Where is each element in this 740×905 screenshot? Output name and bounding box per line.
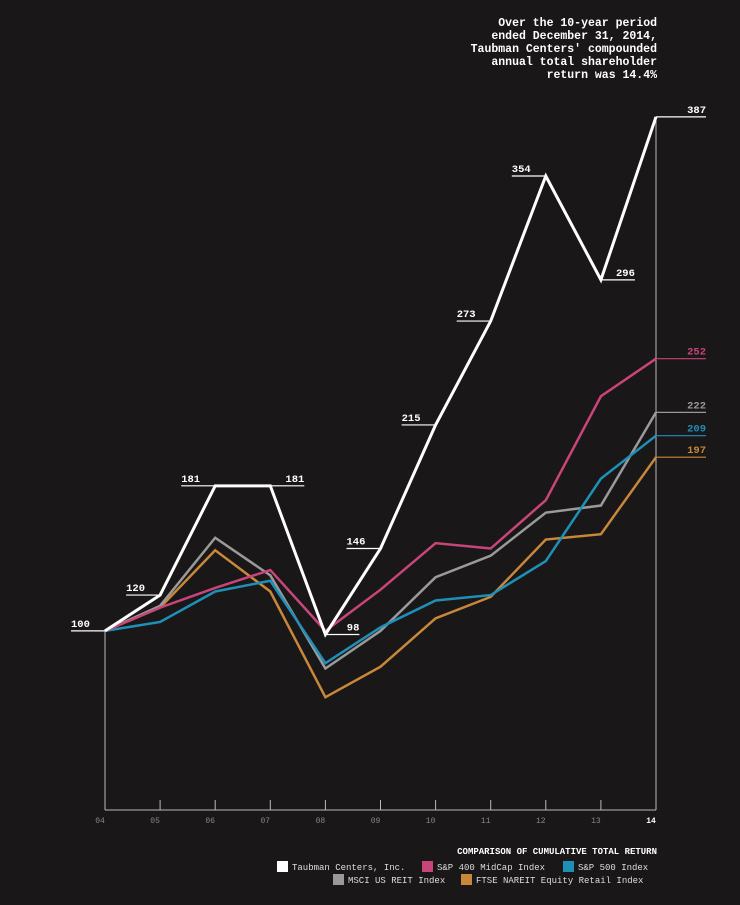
data-label: 98 bbox=[347, 622, 360, 634]
x-tick-label: 05 bbox=[150, 817, 160, 826]
data-label: 181 bbox=[181, 474, 200, 486]
series-line bbox=[104, 116, 658, 638]
legend-swatch bbox=[461, 874, 472, 885]
x-tick-label: 10 bbox=[426, 817, 436, 826]
annotation-line: Over the 10-year period bbox=[498, 17, 657, 30]
series-line bbox=[104, 434, 657, 665]
legend-swatch bbox=[563, 861, 574, 872]
x-tick-label: 06 bbox=[205, 817, 215, 826]
x-tick-label: 11 bbox=[481, 817, 491, 826]
annotation-line: annual total shareholder bbox=[491, 56, 657, 69]
legend-label: S&P 400 MidCap Index bbox=[437, 863, 545, 873]
legend-swatch bbox=[333, 874, 344, 885]
data-label: 215 bbox=[402, 413, 421, 425]
data-label: 209 bbox=[687, 424, 706, 436]
annotation-line: ended December 31, 2014, bbox=[491, 30, 657, 43]
data-label: 100 bbox=[71, 619, 90, 631]
data-label: 181 bbox=[285, 474, 304, 486]
x-tick-label: 09 bbox=[371, 817, 381, 826]
x-tick-label: 12 bbox=[536, 817, 546, 826]
x-tick-label: 04 bbox=[95, 817, 105, 826]
series-line bbox=[104, 456, 658, 699]
series-line bbox=[104, 357, 657, 633]
data-label: 296 bbox=[616, 268, 635, 280]
data-label: 273 bbox=[457, 309, 476, 321]
data-label: 197 bbox=[687, 445, 706, 457]
data-label: 146 bbox=[347, 537, 366, 549]
data-label: 222 bbox=[687, 400, 706, 412]
x-tick-label: 13 bbox=[591, 817, 601, 826]
annotation-line: return was 14.4% bbox=[547, 69, 658, 82]
legend-label: FTSE NAREIT Equity Retail Index bbox=[476, 876, 643, 886]
legend-label: Taubman Centers, Inc. bbox=[292, 863, 405, 873]
data-label: 387 bbox=[687, 105, 706, 117]
series-line bbox=[104, 411, 658, 671]
annotation-line: Taubman Centers' compounded bbox=[471, 43, 657, 56]
x-tick-label: 14 bbox=[646, 817, 656, 826]
legend-swatch bbox=[422, 861, 433, 872]
data-label: 120 bbox=[126, 583, 145, 595]
x-tick-label: 07 bbox=[260, 817, 270, 826]
legend-label: MSCI US REIT Index bbox=[348, 876, 445, 886]
legend-label: S&P 500 Index bbox=[578, 863, 648, 873]
data-label: 354 bbox=[512, 164, 531, 176]
chart-title: COMPARISON OF CUMULATIVE TOTAL RETURN bbox=[457, 847, 657, 857]
legend-swatch bbox=[277, 861, 288, 872]
x-tick-label: 08 bbox=[316, 817, 326, 826]
data-label: 252 bbox=[687, 347, 706, 359]
